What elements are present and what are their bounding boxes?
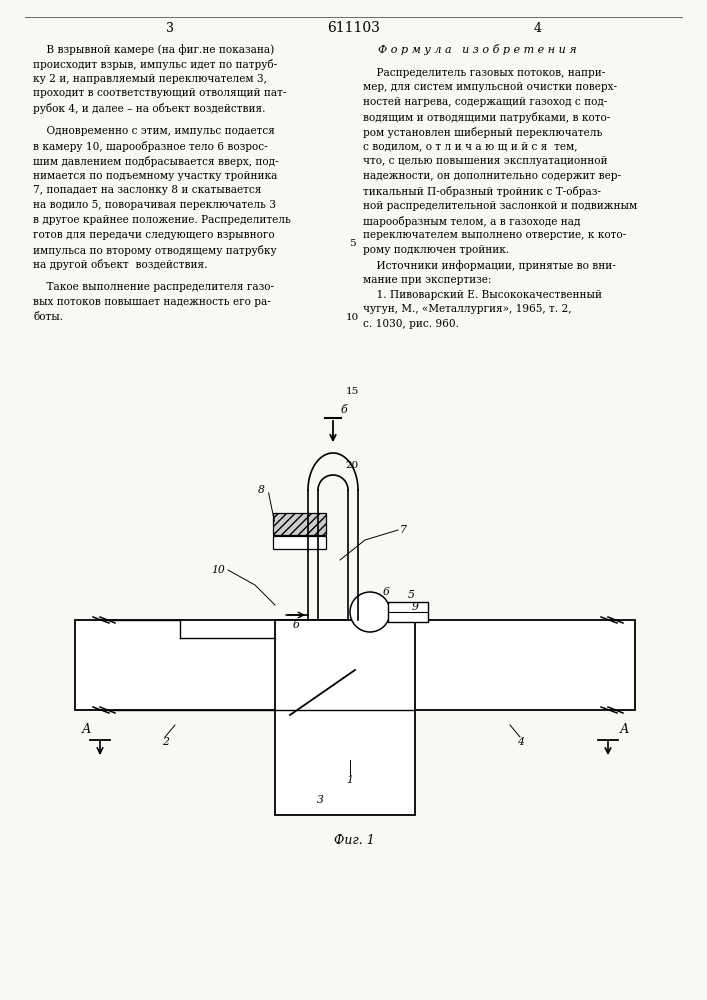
Text: импульса по второму отводящему патрубку: импульса по второму отводящему патрубку (33, 245, 276, 256)
Bar (275, 620, 415, 815)
Text: 10: 10 (211, 565, 225, 575)
Text: переключателем выполнено отверстие, к кото-: переключателем выполнено отверстие, к ко… (363, 230, 626, 240)
Text: боты.: боты. (33, 312, 63, 322)
Text: рубок 4, и далее – на объект воздействия.: рубок 4, и далее – на объект воздействия… (33, 103, 266, 114)
Text: б: б (293, 620, 299, 630)
Text: 5: 5 (349, 239, 356, 248)
Text: нимается по подъемному участку тройника: нимается по подъемному участку тройника (33, 171, 277, 181)
Text: чугун, М., «Металлургия», 1965, т. 2,: чугун, М., «Металлургия», 1965, т. 2, (363, 304, 571, 314)
Text: Источники информации, принятые во вни-: Источники информации, принятые во вни- (363, 260, 616, 271)
Text: 4: 4 (517, 737, 523, 747)
Text: 7, попадает на заслонку 8 и скатывается: 7, попадает на заслонку 8 и скатывается (33, 185, 262, 195)
Text: 5: 5 (408, 590, 415, 600)
Text: ром установлен шиберный переключатель: ром установлен шиберный переключатель (363, 127, 602, 138)
Text: Ф о р м у л а   и з о б р е т е н и я: Ф о р м у л а и з о б р е т е н и я (378, 44, 577, 55)
Bar (388, 602, 428, 622)
Text: 2: 2 (162, 737, 168, 747)
Text: 15: 15 (346, 387, 358, 396)
Text: 9: 9 (412, 602, 419, 612)
Text: 1: 1 (346, 775, 354, 785)
Bar (273, 513, 326, 535)
Text: шарообразным телом, а в газоходе над: шарообразным телом, а в газоходе над (363, 216, 580, 227)
Text: надежности, он дополнительно содержит вер-: надежности, он дополнительно содержит ве… (363, 171, 621, 181)
Text: мание при экспертизе:: мание при экспертизе: (363, 275, 491, 285)
Text: готов для передачи следующего взрывного: готов для передачи следующего взрывного (33, 230, 274, 240)
Text: водящим и отводящими патрубками, в кото-: водящим и отводящими патрубками, в кото- (363, 112, 610, 123)
Text: на другой объект  воздействия.: на другой объект воздействия. (33, 259, 207, 270)
Text: ной распределительной заслонкой и подвижным: ной распределительной заслонкой и подвиж… (363, 201, 637, 211)
Text: Фиг. 1: Фиг. 1 (334, 834, 375, 846)
Text: шим давлением подбрасывается вверх, под-: шим давлением подбрасывается вверх, под- (33, 156, 279, 167)
Text: проходит в соответствующий отволящий пат-: проходит в соответствующий отволящий пат… (33, 88, 286, 98)
Text: 10: 10 (346, 314, 358, 322)
Text: 4: 4 (534, 21, 542, 34)
Text: А: А (82, 723, 91, 736)
Text: 1. Пивоварский Е. Высококачественный: 1. Пивоварский Е. Высококачественный (363, 290, 602, 300)
Bar (273, 536, 326, 549)
Text: 7: 7 (400, 525, 407, 535)
Circle shape (350, 592, 390, 632)
Text: происходит взрыв, импульс идет по патруб-: происходит взрыв, импульс идет по патруб… (33, 59, 277, 70)
Text: что, с целью повышения эксплуатационной: что, с целью повышения эксплуатационной (363, 156, 607, 166)
Text: 8: 8 (258, 485, 265, 495)
Text: в камеру 10, шарообразное тело 6 возрос-: в камеру 10, шарообразное тело 6 возрос- (33, 141, 268, 152)
Text: в другое крайнее положение. Распределитель: в другое крайнее положение. Распределите… (33, 215, 291, 225)
Text: В взрывной камере (на фиг.не показана): В взрывной камере (на фиг.не показана) (33, 44, 274, 55)
Text: рому подключен тройник.: рому подключен тройник. (363, 245, 509, 255)
Text: на водило 5, поворачивая переключатель 3: на водило 5, поворачивая переключатель 3 (33, 200, 276, 210)
Text: ку 2 и, направляемый переключателем 3,: ку 2 и, направляемый переключателем 3, (33, 74, 267, 84)
Text: тикальный П-образный тройник с Т-образ-: тикальный П-образный тройник с Т-образ- (363, 186, 601, 197)
Text: А: А (620, 723, 629, 736)
Text: мер, для систем импульсной очистки поверх-: мер, для систем импульсной очистки повер… (363, 82, 617, 92)
Text: 3: 3 (317, 795, 323, 805)
Text: Одновременно с этим, импульс подается: Одновременно с этим, импульс подается (33, 126, 275, 136)
Text: 20: 20 (346, 462, 358, 471)
Text: вых потоков повышает надежность его ра-: вых потоков повышает надежность его ра- (33, 297, 271, 307)
Text: с. 1030, рис. 960.: с. 1030, рис. 960. (363, 319, 459, 329)
Text: Распределитель газовых потоков, напри-: Распределитель газовых потоков, напри- (363, 68, 605, 78)
Text: ностей нагрева, содержащий газоход с под-: ностей нагрева, содержащий газоход с под… (363, 97, 607, 107)
Bar (75, 620, 635, 710)
Text: 611103: 611103 (327, 21, 380, 35)
Text: 3: 3 (166, 21, 174, 34)
Text: Такое выполнение распределителя газо-: Такое выполнение распределителя газо- (33, 282, 274, 292)
Text: 6: 6 (383, 587, 390, 597)
Text: б: б (340, 405, 346, 415)
Text: с водилом, о т л и ч а ю щ и й с я  тем,: с водилом, о т л и ч а ю щ и й с я тем, (363, 142, 578, 152)
